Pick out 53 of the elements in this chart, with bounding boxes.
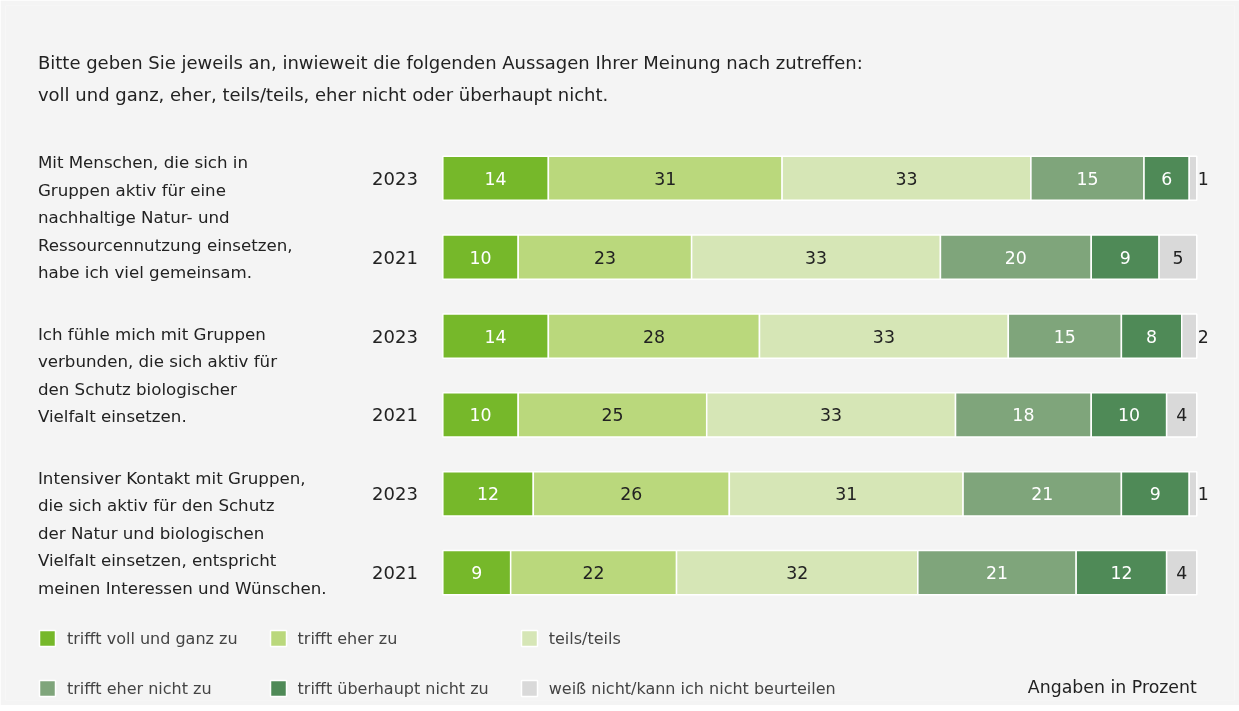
legend-label: weiß nicht/kann ich nicht beurteilen	[548, 678, 836, 698]
y-tick-label: 2021	[372, 404, 418, 426]
data-label: 4	[1176, 405, 1188, 426]
data-label: 5	[1172, 247, 1184, 268]
y-tick-label: 2023	[372, 483, 418, 505]
legend-label: trifft voll und ganz zu	[67, 628, 238, 648]
text: Mit Menschen, die sich in Gruppen aktiv für eine nachhaltige Natur- und Ressourcennutzung einsetzen, habe ich viel gemeinsam.	[37, 153, 293, 283]
data-label: 14	[484, 326, 507, 347]
y-tick-label: 2023	[372, 325, 418, 347]
data-label: 23	[593, 247, 616, 268]
legend-label: trifft eher zu	[297, 628, 398, 648]
data-label: 33	[820, 405, 843, 426]
data-label: 2	[1197, 326, 1209, 347]
data-label: 18	[1012, 405, 1035, 426]
legend-label: trifft überhaupt nicht zu	[297, 678, 489, 698]
data-label: 31	[654, 168, 677, 189]
data-label: 33	[895, 168, 918, 189]
data-label: 4	[1176, 563, 1188, 584]
data-label: 12	[1110, 563, 1133, 584]
data-label: 9	[1149, 484, 1161, 505]
data-label: 15	[1076, 168, 1099, 189]
y-tick-label: 2021	[372, 562, 418, 584]
data-label: 14	[484, 168, 507, 189]
data-label: 20	[1004, 247, 1027, 268]
data-label: 12	[477, 484, 500, 505]
data-label: 1	[1197, 168, 1209, 189]
data-label: 33	[872, 326, 895, 347]
data-label: 6	[1161, 168, 1173, 189]
data-label: 32	[786, 563, 809, 584]
data-label: 1	[1197, 484, 1209, 505]
data-label: 15	[1053, 326, 1076, 347]
y-tick-label: 2023	[372, 167, 418, 189]
data-label: 10	[469, 405, 492, 426]
data-label: 9	[471, 563, 483, 584]
data-label: 21	[985, 563, 1009, 584]
y-tick-label: 2021	[372, 246, 418, 268]
data-label: 33	[805, 247, 828, 268]
data-label: 25	[601, 405, 624, 426]
legend-label: trifft eher nicht zu	[67, 678, 212, 698]
chart-title: Bitte geben Sie jeweils an, inwieweit die folgenden Aussagen Ihrer Meinung nach zutreffen: voll und ganz, eher, teils/teils, eher nicht oder überhaupt nicht.	[37, 52, 863, 105]
data-label: 21	[1031, 484, 1054, 505]
text: Intensiver Kontakt mit Gruppen, die sich aktiv für den Schutz der Natur und biologischen Vielfalt einsetzen, entspricht meinen Interessen und Wünschen.	[37, 468, 327, 598]
data-label: 9	[1119, 247, 1131, 268]
data-label: 31	[835, 484, 858, 505]
data-label: 26	[620, 484, 643, 505]
text: Ich fühle mich mit Gruppen verbunden, die sich aktiv für den Schutz biologischer Vielfalt einsetzen.	[37, 324, 278, 427]
data-label: 28	[642, 326, 665, 347]
data-label: 22	[582, 563, 605, 584]
data-label: 10	[469, 247, 492, 268]
data-label: 8	[1146, 326, 1158, 347]
legend-label: teils/teils	[548, 628, 621, 648]
text: Angaben in Prozent	[1027, 677, 1198, 698]
data-label: 10	[1117, 405, 1140, 426]
